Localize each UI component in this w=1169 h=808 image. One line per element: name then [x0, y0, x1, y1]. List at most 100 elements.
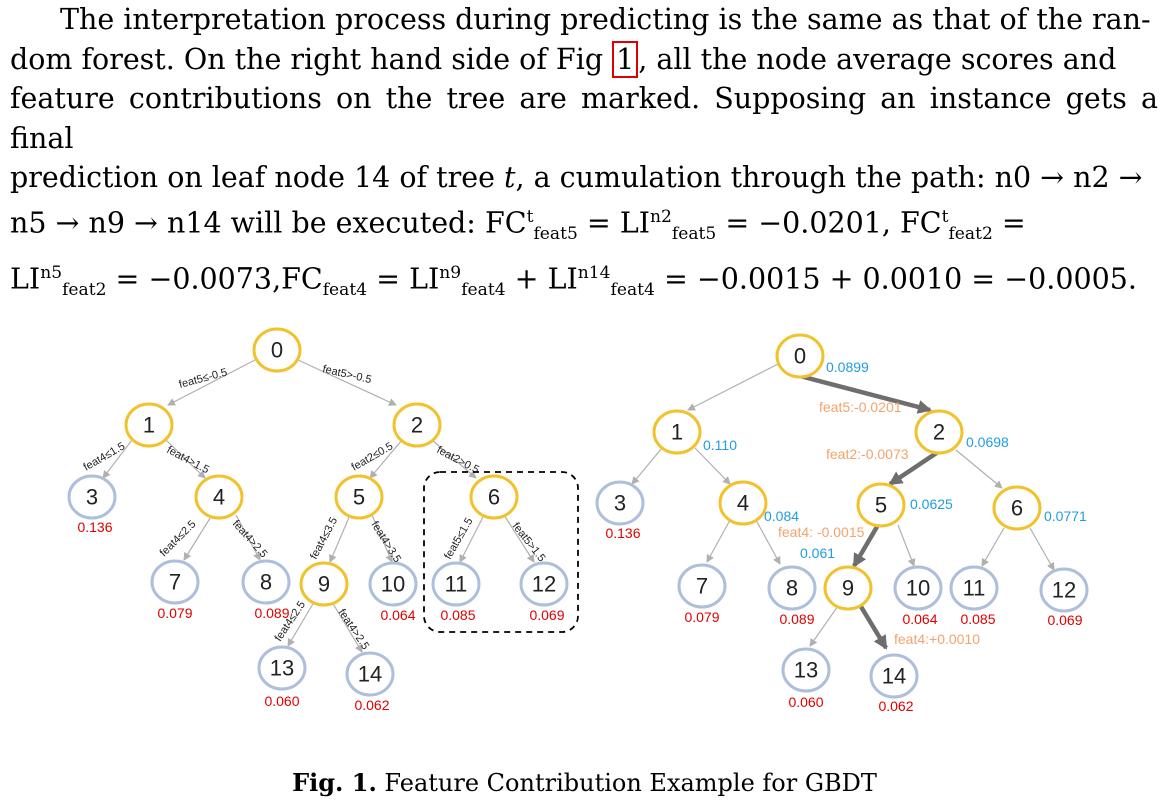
- svg-text:5: 5: [875, 493, 887, 518]
- edge-6-11: [459, 514, 485, 563]
- right-tree-edges: [631, 363, 1055, 647]
- edge-label-6-12: feat5>1.5: [510, 520, 548, 564]
- svg-text:14: 14: [882, 664, 906, 689]
- svg-text:11: 11: [445, 572, 468, 597]
- right-avg-6: 0.0771: [1044, 508, 1087, 524]
- svg-text:1: 1: [143, 413, 155, 438]
- svg-text:9: 9: [318, 572, 330, 597]
- text-line-4: prediction on leaf node 14 of tree t, a …: [10, 161, 1143, 194]
- edge-9-14: [331, 601, 363, 653]
- edge-label-6-11: feat5≤1.5: [442, 516, 475, 562]
- right-node-8: 8 0.089: [767, 565, 817, 627]
- svg-text:5: 5: [353, 485, 365, 510]
- left-node-13: 13 0.060: [257, 645, 307, 709]
- r-edge-6-11: [981, 527, 1005, 567]
- svg-text:7: 7: [169, 570, 181, 595]
- right-avg-9: 0.061: [800, 545, 835, 561]
- r-edge-0-1: [687, 363, 779, 411]
- body-paragraph: The interpretation process during predic…: [10, 0, 1158, 311]
- svg-text:13: 13: [270, 656, 294, 681]
- svg-text:10: 10: [906, 576, 930, 601]
- left-node-10: 10 0.064: [368, 561, 418, 623]
- right-score-10: 0.064: [902, 611, 937, 627]
- left-node-8: 8 0.089: [241, 559, 291, 621]
- svg-text:6: 6: [488, 485, 500, 510]
- svg-text:4: 4: [213, 485, 225, 510]
- text-line-5: n5 → n9 → n14 will be executed: FCtfeat5…: [10, 206, 1026, 244]
- left-node-11: 11 0.085: [431, 561, 481, 623]
- edge-1-4: [165, 439, 206, 479]
- left-score-7: 0.079: [157, 605, 192, 621]
- left-node-7: 7 0.079: [150, 559, 200, 621]
- edge-5-9: [329, 514, 351, 563]
- svg-text:10: 10: [381, 572, 405, 597]
- r-edge-4-7: [706, 519, 731, 563]
- svg-text:1: 1: [671, 420, 683, 445]
- r-edge-1-4: [694, 447, 731, 485]
- edge-0-2: [297, 359, 397, 406]
- svg-text:7: 7: [696, 574, 708, 599]
- left-node-9: 9: [299, 561, 349, 607]
- left-node-2: 2: [392, 402, 442, 448]
- left-node-1: 1: [124, 402, 174, 448]
- left-score-3: 0.136: [77, 519, 112, 535]
- edge-9-13: [287, 601, 315, 647]
- path-edge-5-9: [852, 523, 880, 568]
- right-node-0: 0 0.0899: [775, 333, 869, 379]
- left-nodes: 0 1 2 3 0.136 4 5 6 7 0.079 8 0.089 9 10 0.0…: [67, 327, 569, 713]
- figure-caption: Fig. 1. Feature Contribution Example for…: [0, 768, 1169, 797]
- left-node-14: 14 0.062: [345, 651, 395, 713]
- right-node-12: 12 0.069: [1039, 567, 1089, 628]
- left-node-0: 0: [252, 327, 302, 373]
- svg-text:8: 8: [260, 570, 272, 595]
- right-node-2: 2 0.0698: [914, 409, 1009, 455]
- r-edge-5-10: [897, 524, 916, 567]
- edge-label-4-8: feat4>2.5: [230, 518, 270, 560]
- svg-text:2: 2: [933, 420, 945, 445]
- subtree-highlight-box: [423, 471, 579, 633]
- r-edge-1-3: [631, 447, 663, 485]
- svg-text:6: 6: [1011, 496, 1023, 521]
- right-node-7: 7 0.079: [677, 563, 727, 625]
- right-avg-2: 0.0698: [966, 434, 1009, 450]
- edge-2-6: [431, 439, 477, 479]
- svg-text:14: 14: [358, 662, 382, 687]
- right-score-3: 0.136: [605, 525, 640, 541]
- svg-text:12: 12: [532, 572, 556, 597]
- text-line-6: LIn5feat2 = −0.0073,FCfeat4 = LIn9feat4 …: [10, 262, 1137, 301]
- left-score-11: 0.085: [440, 607, 475, 623]
- svg-text:3: 3: [86, 485, 98, 510]
- right-node-1: 1 0.110: [652, 409, 737, 455]
- contribution-feat5: feat5:-0.0201: [819, 399, 902, 415]
- r-edge-6-12: [1029, 527, 1055, 571]
- path-edge-2-5: [888, 450, 940, 486]
- right-score-14: 0.062: [878, 698, 913, 714]
- svg-text:9: 9: [842, 576, 854, 601]
- edge-label-1-3: feat4≤1.5: [82, 440, 128, 473]
- right-avg-4: 0.084: [764, 508, 799, 524]
- right-node-14: 14 0.062: [869, 653, 919, 714]
- feature-contributions: feat5:-0.0201 feat2:-0.0073 feat4: -0.00…: [778, 399, 980, 647]
- right-avg-5: 0.0625: [910, 496, 953, 512]
- edge-4-8: [235, 514, 261, 561]
- path-edge-0-2: [799, 373, 932, 414]
- edge-label-9-14: feat4>2.5: [336, 607, 372, 652]
- svg-text:0: 0: [794, 344, 806, 369]
- caption-text: Feature Contribution Example for GBDT: [376, 769, 877, 797]
- edge-5-10: [371, 514, 393, 563]
- left-score-13: 0.060: [264, 693, 299, 709]
- svg-text:2: 2: [411, 413, 423, 438]
- right-avg-1: 0.110: [703, 437, 737, 453]
- right-score-11: 0.085: [960, 611, 995, 627]
- right-score-13: 0.060: [788, 694, 823, 710]
- figure-reference-link[interactable]: 1: [612, 40, 639, 78]
- edge-label-1-4: feat4>1.5: [165, 444, 211, 476]
- left-node-6: 6: [469, 474, 519, 520]
- svg-text:11: 11: [963, 576, 986, 601]
- edge-4-7: [183, 514, 213, 561]
- text-line-3: feature contributions on the tree are ma…: [10, 82, 1158, 155]
- r-edge-4-8: [755, 519, 781, 565]
- left-node-5: 5: [334, 474, 384, 520]
- right-score-8: 0.089: [779, 611, 814, 627]
